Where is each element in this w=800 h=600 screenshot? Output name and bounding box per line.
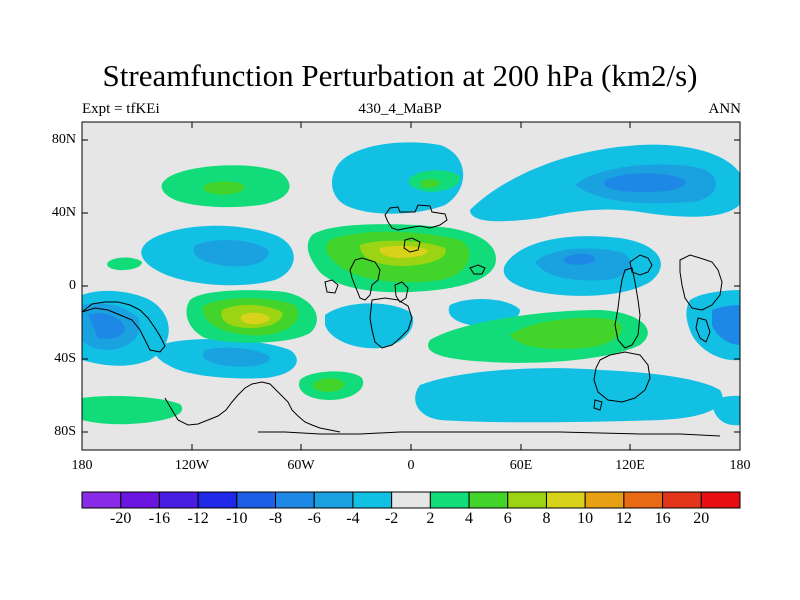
colorbar-label: -8 (268, 510, 283, 527)
x-tick-label: 180 (729, 458, 751, 473)
contour-neg-south-atlantic (325, 303, 414, 349)
y-tick-label: 80N (51, 132, 76, 147)
experiment-label: Expt = tfKEi (82, 101, 160, 117)
coastline-africa (369, 297, 413, 349)
coastline-antarctica-pen (164, 381, 341, 433)
contour-pos-indian-inner (510, 317, 622, 349)
coastline-island-east (469, 264, 486, 275)
colorbar-label: -16 (148, 510, 171, 527)
contour-pos-north-europe-core (420, 179, 440, 188)
season-label: ANN (708, 101, 742, 117)
coastlines (82, 204, 723, 437)
coastline-pacific-islands (679, 254, 723, 311)
x-tick-label: 120E (615, 458, 645, 473)
contour-neg-east-pacific-inner (712, 305, 740, 345)
colorbar (81, 491, 741, 509)
x-tick-label: 60W (287, 458, 315, 473)
colorbar-label: 20 (693, 510, 710, 527)
contour-neg-americas-north-inner (193, 239, 269, 267)
coastline-east-asia (614, 267, 641, 349)
colorbar-swatch (468, 491, 509, 509)
contour-pos-south-atlantic-core (312, 378, 345, 392)
colorbar-swatch (120, 491, 160, 509)
x-tick-label: 120W (174, 458, 210, 473)
contour-pos-southern-west (82, 396, 183, 425)
colorbar-label: -4 (346, 510, 360, 527)
coastline-new-zealand (695, 317, 711, 343)
colorbar-swatch (391, 491, 431, 509)
coastline-south-america (82, 301, 166, 353)
colorbar-label: -6 (307, 510, 321, 527)
colorbar-swatch (313, 491, 354, 509)
colorbar-label: 2 (426, 510, 435, 527)
contour-neg-north-atlantic (332, 142, 464, 214)
colorbar-swatch (197, 491, 238, 509)
contour-pos-pacific-small (107, 257, 142, 271)
coastline-europe (384, 204, 448, 231)
coastline-madagascar (394, 281, 409, 303)
colorbar-swatch (275, 491, 315, 509)
colorbar-swatch (662, 491, 702, 509)
contour-neg-southern-ocean-east (712, 395, 740, 426)
colorbar-label: 8 (542, 510, 551, 527)
colorbar-label: -10 (226, 510, 248, 527)
contour-neg-south-pacific-core (88, 313, 125, 339)
y-tick-label: 80S (54, 424, 76, 439)
coastline-australia (593, 351, 651, 403)
colorbar-label: 16 (654, 510, 671, 527)
axis-ticks (81, 122, 741, 450)
colorbar-swatch (236, 491, 277, 509)
colorbar-swatch (700, 491, 741, 509)
coastline-africa-north (349, 257, 381, 301)
positive-contours (82, 165, 648, 425)
negative-contours (82, 142, 740, 426)
coastline-west-africa (324, 279, 339, 294)
coastline-island-south (593, 399, 603, 411)
y-tick-label: 40S (54, 351, 76, 366)
x-tick-label: 0 (407, 458, 415, 473)
contour-neg-southern-ocean (415, 368, 723, 423)
colorbar-swatch (158, 491, 199, 509)
contour-pos-subtropical-core (240, 312, 270, 325)
colorbar-swatch (623, 491, 664, 509)
x-tick-label: 180 (71, 458, 93, 473)
contour-pos-eurasia-core (379, 245, 428, 258)
contour-neg-ne-pacific-core (604, 173, 686, 193)
colorbar-label: -2 (384, 510, 399, 527)
colorbar-swatch (81, 491, 122, 509)
map-title: Streamfunction Perturbation at 200 hPa (… (102, 58, 698, 93)
colorbar-swatch (507, 491, 547, 509)
x-tick-label: 60E (509, 458, 533, 473)
y-tick-label: 40N (51, 205, 76, 220)
colorbar-swatch (429, 491, 470, 509)
colorbar-label: -12 (187, 510, 209, 527)
colorbar-label: 10 (577, 510, 594, 527)
colorbar-swatch (584, 491, 625, 509)
case-label: 430_4_MaBP (358, 101, 442, 117)
contour-neg-south-america-inner (202, 347, 270, 367)
contour-neg-asia-core (563, 253, 595, 265)
coastline-middle-east (403, 237, 421, 253)
colorbar-label: 12 (615, 510, 632, 527)
contour-pos-north-pacific-core (203, 181, 245, 195)
colorbar-label: 4 (465, 510, 474, 527)
y-tick-label: 0 (69, 278, 76, 293)
colorbar-swatch (545, 491, 586, 509)
colorbar-swatch (352, 491, 393, 509)
colorbar-label: -20 (110, 510, 132, 527)
colorbar-label: 6 (503, 510, 512, 527)
coastline-antarctica (258, 431, 721, 437)
